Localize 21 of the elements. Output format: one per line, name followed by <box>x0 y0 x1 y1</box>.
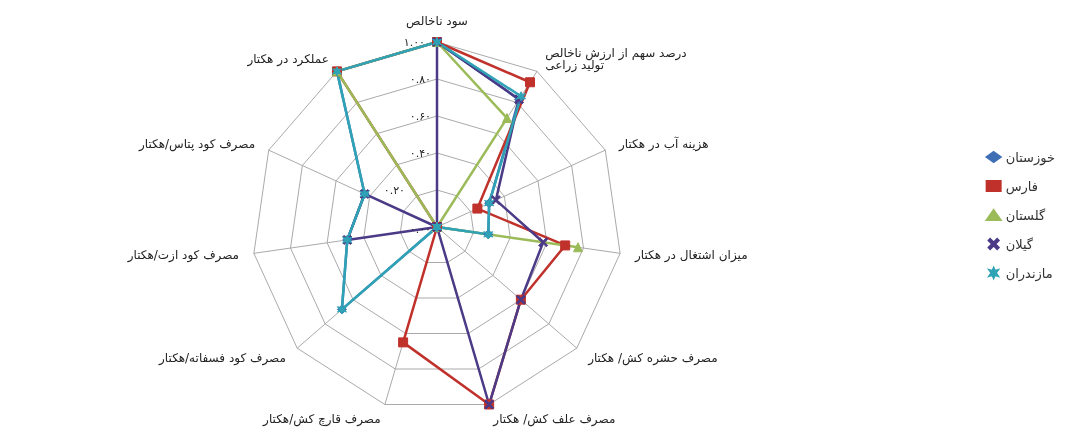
spoke-label: سود ناخالص <box>406 14 468 29</box>
legend-label: فارس <box>1005 178 1038 195</box>
spoke-label: میزان اشتغال در هکتار <box>633 248 748 264</box>
legend-label: مازندران <box>1005 265 1053 282</box>
spoke-label: مصرف حشره کش/ هکتار <box>587 350 718 366</box>
spoke-label: مصرف قارچ کش/هکتار <box>262 411 381 427</box>
spoke-label: مصرف کود پتاس/هکتار <box>137 136 256 152</box>
spoke-label: عملکرد در هکتار <box>246 51 329 67</box>
legend-label: گیلان <box>1005 236 1034 252</box>
y-tick-label: ۱.۰۰ <box>403 35 425 49</box>
y-tick-label: ۰.۴۰ <box>409 146 431 160</box>
spoke-label: مصرف کود فسفاته/هکتار <box>158 350 286 366</box>
spoke-label: درصد سهم از ارزش ناخالص تولید زراعی <box>545 45 687 73</box>
spoke-label: هزینه آب در هکتار <box>617 135 709 152</box>
spoke-label: مصرف کود ازت/هکتار <box>126 248 240 264</box>
y-tick-label: ۰.۲۰ <box>383 183 405 197</box>
legend-label: خوزستان <box>1005 149 1056 166</box>
y-tick-label: ۰.۶۰ <box>409 109 431 123</box>
y-tick-label: ۰.۸۰ <box>409 72 431 86</box>
legend-label: گلستان <box>1005 207 1046 223</box>
spoke-label: مصرف علف کش/ هکتار <box>492 411 616 427</box>
